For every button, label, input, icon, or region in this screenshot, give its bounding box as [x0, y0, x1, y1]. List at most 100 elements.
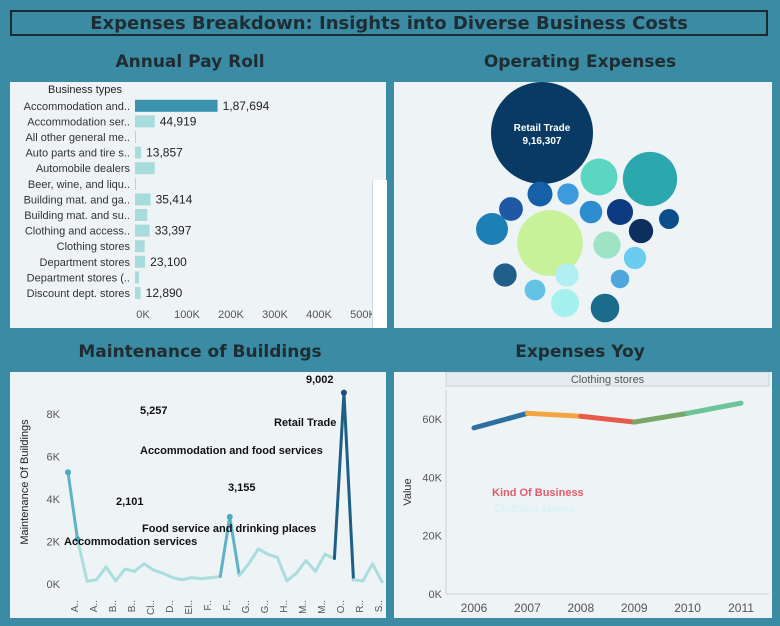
payroll-category-label: Accommodation ser..	[27, 116, 130, 128]
yoy-y-tick: 60K	[422, 414, 442, 426]
maintenance-line-segment	[266, 552, 279, 559]
operating-bubble	[622, 151, 678, 207]
maintenance-x-tick: A..	[89, 600, 100, 612]
payroll-bar	[135, 162, 155, 175]
maintenance-line-segment	[114, 567, 127, 583]
operating-bubble	[623, 246, 647, 270]
maintenance-x-tick: O..	[336, 600, 347, 613]
payroll-bar-label: 12,890	[146, 286, 183, 300]
operating-bubble-chart: Retail Trade 9,16,307	[476, 82, 679, 323]
payroll-category-label: Auto parts and tire s..	[25, 148, 130, 160]
operating-bubble	[527, 181, 553, 207]
maintenance-line-chart: Maintenance Of Buildings 0K 2K 4K 6K 8K A.. A..…	[19, 374, 385, 615]
maintenance-line-segment	[342, 391, 355, 582]
operating-section-title: Operating Expenses	[483, 52, 677, 72]
payroll-bar-label: 44,919	[160, 114, 197, 128]
maintenance-line-segment	[104, 565, 118, 583]
maintenance-y-tick: 4K	[47, 494, 61, 506]
maintenance-line-segment	[218, 515, 232, 579]
payroll-category-label: All other general me..	[25, 132, 130, 144]
maintenance-annotation-name: Food service and drinking places	[142, 523, 316, 535]
yoy-y-tick: 40K	[422, 472, 442, 484]
operating-panel: Retail Trade 9,16,307	[394, 82, 772, 328]
payroll-x-tick: 500K	[350, 309, 376, 321]
payroll-scrollbar[interactable]	[372, 180, 387, 328]
maintenance-x-tick: D..	[165, 600, 176, 613]
maintenance-point	[226, 513, 233, 520]
payroll-x-tick: 100K	[174, 309, 200, 321]
maintenance-line-segment	[133, 562, 146, 573]
operating-bubble	[557, 183, 579, 205]
operating-bubble-label-value: 9,16,307	[523, 136, 562, 147]
payroll-x-tick: 300K	[262, 309, 288, 321]
maintenance-line-segment	[152, 568, 165, 575]
yoy-x-tick: 2011	[728, 601, 754, 615]
yoy-y-tick: 20K	[422, 531, 442, 543]
yoy-x-tick: 2007	[514, 601, 541, 615]
payroll-bar	[135, 287, 141, 299]
maintenance-line-segment	[313, 552, 327, 573]
maintenance-line-segment	[351, 578, 365, 583]
maintenance-panel: Maintenance Of Buildings 0K 2K 4K 6K 8K A.. A..…	[10, 372, 386, 618]
maintenance-line-segment	[180, 576, 194, 582]
yoy-line-segment	[685, 400, 744, 416]
yoy-line-segment	[631, 410, 691, 425]
maintenance-line-segment	[285, 571, 298, 583]
maintenance-line-segment	[247, 547, 260, 566]
payroll-category-label: Discount dept. stores	[27, 288, 131, 300]
maintenance-point	[74, 536, 81, 543]
maintenance-x-tick: Cl..	[146, 600, 157, 615]
maintenance-line-segment	[95, 565, 108, 582]
operating-bubble	[476, 213, 508, 245]
maintenance-point	[65, 469, 71, 476]
payroll-bar	[135, 240, 145, 253]
payroll-panel: Business types Accommodation and.. 1,87,69…	[10, 82, 386, 328]
payroll-category-label: Building mat. and su..	[24, 210, 130, 222]
payroll-x-tick: 0K	[136, 309, 150, 321]
maintenance-y-tick: 0K	[47, 579, 61, 591]
payroll-category-label: Building mat. and ga..	[24, 194, 130, 206]
dashboard-title: Expenses Breakdown: Insights into Divers…	[10, 10, 768, 36]
operating-bubble	[517, 210, 583, 276]
maintenance-line-segment	[370, 562, 384, 584]
operating-bubble	[491, 82, 593, 184]
maintenance-line-segment	[85, 578, 99, 583]
maintenance-x-tick: H..	[279, 600, 290, 613]
yoy-section-title: Expenses Yoy	[515, 342, 645, 362]
maintenance-line-segment	[190, 576, 203, 581]
payroll-bar	[135, 115, 155, 128]
maintenance-x-tick: S..	[374, 600, 385, 612]
payroll-bar	[135, 131, 136, 143]
maintenance-x-tick: B..	[108, 600, 119, 612]
operating-bubble-label-name: Retail Trade	[514, 123, 571, 134]
yoy-line-segment	[578, 413, 637, 425]
maintenance-x-tick: R..	[355, 600, 366, 613]
operating-bubble	[590, 293, 620, 323]
maintenance-line-segment	[361, 562, 374, 583]
payroll-category-label: Accommodation and..	[24, 101, 130, 113]
payroll-category-label: Clothing stores	[57, 241, 131, 253]
maintenance-line-segment	[275, 555, 289, 583]
payroll-category-label: Clothing and access..	[25, 226, 130, 238]
maintenance-line-segment	[332, 391, 346, 560]
maintenance-line-segment	[161, 571, 175, 580]
operating-bubble	[593, 231, 621, 259]
payroll-bar	[135, 177, 136, 190]
maintenance-y-label: Maintenance Of Buildings	[19, 419, 31, 545]
maintenance-line-segment	[304, 559, 317, 573]
payroll-bar	[135, 271, 139, 284]
payroll-bar-label: 1,87,694	[223, 99, 270, 113]
payroll-bar-label: 23,100	[150, 255, 187, 269]
maintenance-annotation-value: 2,101	[116, 496, 144, 508]
maintenance-line-segment	[237, 562, 251, 577]
payroll-bar	[135, 209, 148, 221]
maintenance-x-tick: B..	[127, 600, 138, 612]
payroll-bar-label: 33,397	[155, 224, 192, 238]
maintenance-y-tick: 6K	[47, 451, 61, 463]
yoy-y-tick: 0K	[429, 589, 443, 601]
maintenance-annotation-value: 3,155	[228, 482, 256, 494]
operating-bubble	[610, 269, 630, 289]
payroll-bar-label: 13,857	[146, 146, 183, 160]
maintenance-line-segment	[171, 576, 184, 582]
maintenance-x-tick: F..	[203, 600, 214, 611]
